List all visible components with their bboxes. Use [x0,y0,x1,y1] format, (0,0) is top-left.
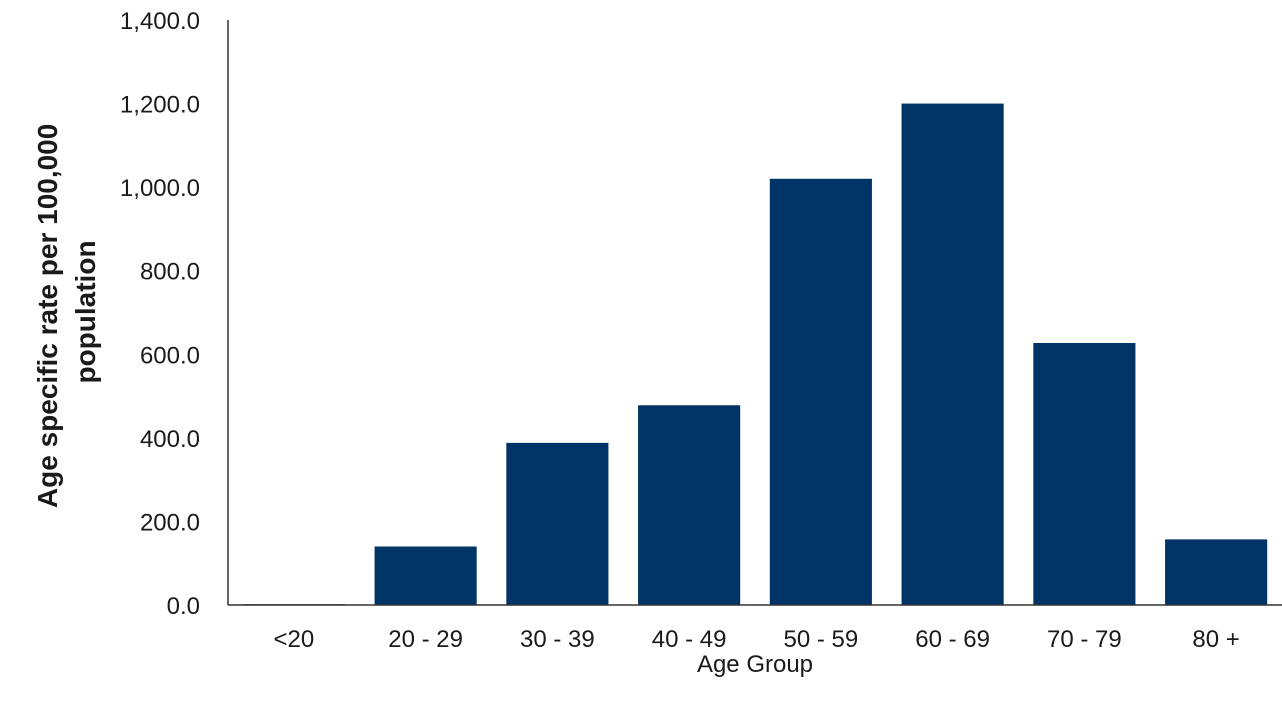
x-axis-title: Age Group [697,651,813,678]
y-tick-label: 1,200.0 [120,92,200,119]
y-tick-label: 0.0 [167,593,200,620]
y-tick-label: 600.0 [140,342,200,369]
y-tick-label: 200.0 [140,509,200,536]
x-tick-label: 60 - 69 [915,626,990,653]
bar-6 [1033,343,1136,605]
y-tick-label: 400.0 [140,426,200,453]
bar-1 [374,546,477,605]
bar-5 [901,103,1004,605]
y-tick-label: 800.0 [140,259,200,286]
x-tick-label: 40 - 49 [652,626,727,653]
x-tick-label: 50 - 59 [784,626,859,653]
bar-4 [769,178,872,606]
x-tick-label: 30 - 39 [520,626,595,653]
bar-2 [506,442,609,605]
x-tick-label: 80 + [1192,626,1239,653]
y-tick-labels: 0.0 200.0 400.0 600.0 800.0 1,000.0 1,200.0 1,4… [120,8,200,620]
x-tick-label: <20 [274,626,315,653]
bar-7 [1165,539,1268,605]
y-axis-title-line-2: population [70,240,101,383]
x-tick-labels: <20 20 - 29 30 - 39 40 - 49 50 - 59 60 - 69 70… [274,626,1240,653]
y-tick-label: 1,000.0 [120,175,200,202]
x-tick-label: 20 - 29 [388,626,463,653]
y-tick-label: 1,400.0 [120,8,200,35]
bars-group [242,103,1268,606]
y-axis-title: Age specific rate per 100,000 population [32,116,101,508]
x-tick-label: 70 - 79 [1047,626,1122,653]
y-axis-title-line-1: Age specific rate per 100,000 [32,124,63,508]
bar-3 [638,405,741,605]
